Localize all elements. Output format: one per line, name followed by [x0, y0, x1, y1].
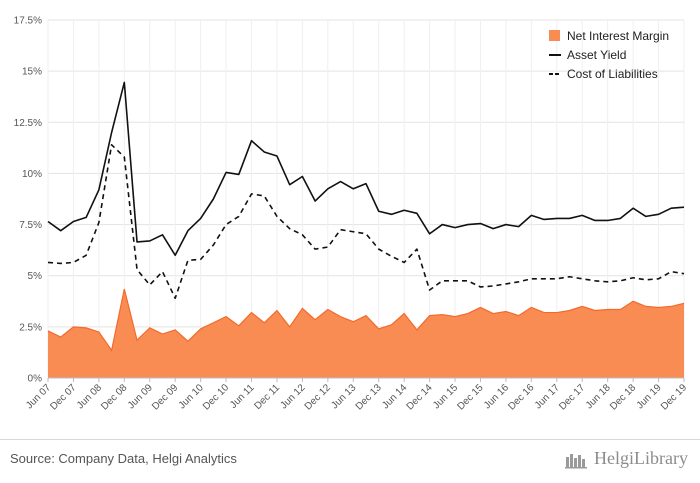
x-tick-label: Jun 18 [584, 382, 613, 411]
y-tick-label: 12.5% [14, 118, 42, 129]
x-tick-label: Dec 19 [659, 382, 689, 412]
x-tick-label: Jun 07 [24, 382, 53, 411]
x-tick-label: Jun 11 [228, 382, 257, 411]
x-tick-label: Jun 17 [533, 382, 562, 411]
x-tick-label: Dec 11 [252, 382, 282, 412]
x-tick-label: Jun 15 [431, 382, 460, 411]
legend-label-cost-of-liabilities: Cost of Liabilities [567, 67, 658, 81]
y-tick-label: 5% [28, 271, 43, 282]
y-axis: 0% 2.5% 5% 7.5% 10% 12.5% 15% 17.5% [14, 16, 42, 385]
x-tick-label: Dec 07 [48, 382, 78, 412]
x-tick-label: Dec 12 [303, 382, 333, 412]
x-tick-label: Dec 14 [405, 382, 435, 412]
legend-label-net-interest-margin: Net Interest Margin [567, 29, 669, 43]
line-cost-of-liabilities [47, 143, 685, 300]
x-tick-label: Jun 16 [482, 382, 511, 411]
x-tick-label: Jun 14 [380, 382, 409, 411]
y-tick-label: 17.5% [14, 16, 42, 27]
x-tick-label: Jun 08 [75, 382, 104, 411]
x-tick-label: Dec 09 [150, 382, 180, 412]
area-net-interest-margin [48, 289, 684, 378]
y-tick-label: 2.5% [19, 322, 42, 333]
y-tick-label: 15% [22, 67, 42, 78]
x-tick-label: Dec 15 [455, 382, 485, 412]
y-tick-label: 10% [22, 169, 42, 180]
legend-swatch-net-interest-margin [549, 30, 560, 41]
series-net-interest-margin [47, 288, 685, 378]
series-lines [47, 81, 685, 300]
y-tick-label: 0% [28, 374, 43, 385]
helgi-library-logo[interactable]: HelgiLibrary [564, 448, 688, 469]
line-asset-yield [47, 81, 685, 257]
x-tick-label: Dec 08 [99, 382, 129, 412]
footer-divider [0, 439, 700, 440]
legend: Net Interest Margin Asset Yield Cost of Li… [549, 29, 669, 81]
x-tick-label: Jun 13 [329, 382, 358, 411]
x-tick-label: Dec 10 [201, 382, 231, 412]
x-tick-label: Dec 18 [608, 382, 638, 412]
helgi-library-logo-text: HelgiLibrary [594, 448, 688, 468]
x-tick-label: Dec 16 [506, 382, 536, 412]
area-edge-net-interest-margin [47, 288, 685, 352]
x-tick-label: Dec 17 [557, 382, 587, 412]
helgi-library-logo-icon [565, 453, 588, 468]
x-tick-label: Jun 12 [279, 382, 308, 411]
x-tick-label: Jun 19 [635, 382, 664, 411]
x-tick-label: Dec 13 [354, 382, 384, 412]
x-tick-label: Jun 09 [126, 382, 155, 411]
legend-label-asset-yield: Asset Yield [567, 48, 626, 62]
source-note: Source: Company Data, Helgi Analytics [10, 451, 237, 466]
y-tick-label: 7.5% [19, 220, 42, 231]
x-tick-label: Jun 10 [177, 382, 206, 411]
